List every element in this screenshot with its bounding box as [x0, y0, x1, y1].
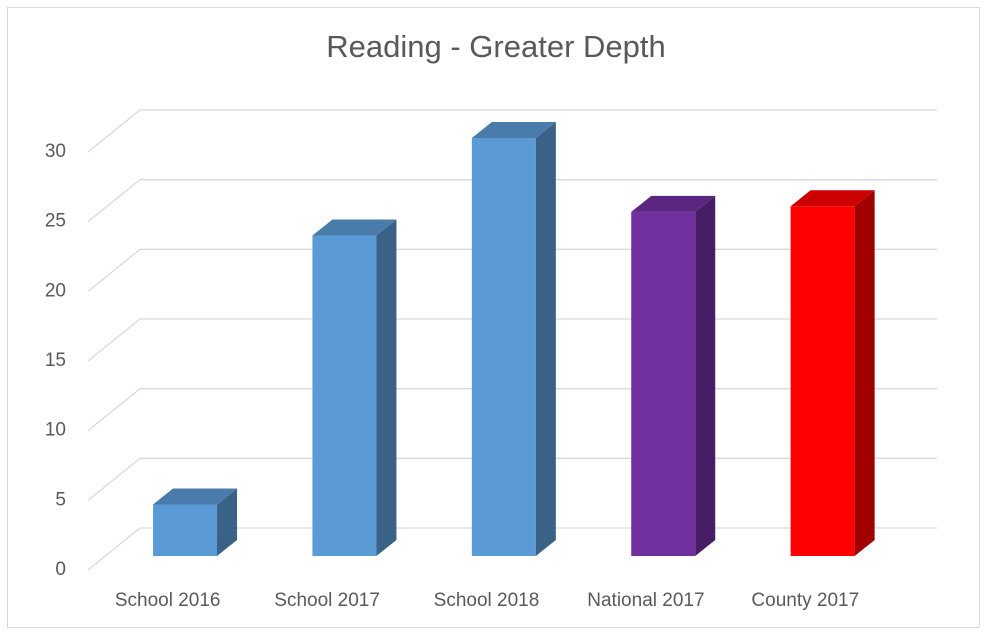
- bar-front: [471, 138, 536, 556]
- x-tick-label: School 2016: [115, 590, 221, 611]
- grid-line: [87, 527, 141, 571]
- bar-side: [535, 122, 556, 556]
- bar-side: [217, 488, 238, 556]
- x-tick-label: School 2018: [434, 590, 540, 611]
- bar-side: [695, 195, 716, 556]
- x-tick-label: School 2017: [274, 590, 380, 611]
- x-tick-label: County 2017: [751, 590, 859, 611]
- y-tick-label: 0: [55, 559, 66, 580]
- grid-line: [87, 318, 141, 362]
- y-tick-label: 25: [45, 211, 66, 232]
- grid-line: [87, 457, 141, 501]
- x-tick-label: National 2017: [587, 590, 704, 611]
- bar-front: [790, 206, 855, 557]
- grid-line: [87, 388, 141, 432]
- bar-front: [631, 211, 696, 556]
- chart-title: Reading - Greater Depth: [326, 29, 665, 64]
- bar-front: [153, 504, 218, 556]
- bar-side: [376, 219, 397, 557]
- bar-top: [471, 122, 556, 138]
- y-tick-label: 10: [45, 420, 66, 441]
- grid-line: [87, 109, 141, 153]
- y-tick-label: 30: [45, 141, 66, 162]
- grid-line: [87, 248, 141, 292]
- bar-top: [312, 219, 397, 236]
- bar-top: [153, 488, 238, 505]
- grid-line: [87, 179, 141, 223]
- y-tick-label: 15: [45, 350, 66, 371]
- bar-top: [790, 190, 875, 207]
- y-tick-label: 20: [45, 280, 66, 301]
- bar-side: [854, 190, 875, 557]
- bar-front: [312, 235, 377, 557]
- y-tick-label: 5: [55, 489, 66, 510]
- bar-top: [631, 195, 716, 212]
